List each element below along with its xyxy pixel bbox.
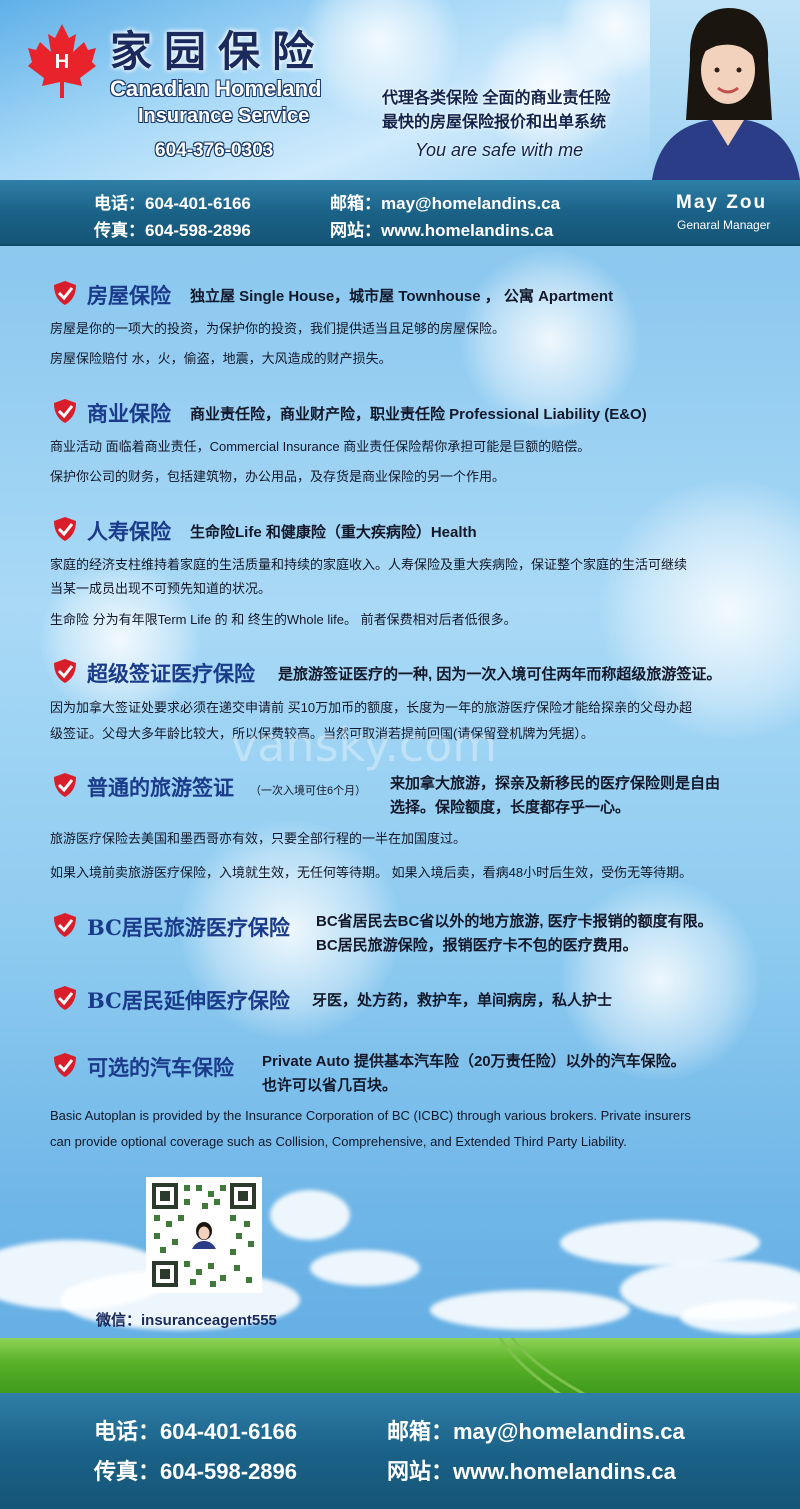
section-title: 人寿保险 — [87, 519, 171, 544]
section-desc: Private Auto 提供基本汽车险（20万责任险）以外的汽车保险。 — [262, 1053, 686, 1070]
watermark: vansky.com — [230, 718, 498, 772]
brand-name-english-line1: Canadian Homeland — [110, 76, 322, 101]
contact-email[interactable]: 邮箱：may@homelandins.ca — [387, 1419, 685, 1444]
wechat-id: 微信：insuranceagent555 — [96, 1312, 277, 1329]
section-desc: 商业责任险，商业财产险，职业责任险 Professional Liability… — [190, 406, 647, 423]
logo-letter: H — [55, 51, 69, 73]
contact-email[interactable]: 邮箱：may@homelandins.ca — [330, 194, 561, 213]
shield-check-icon — [54, 517, 76, 541]
cloud — [560, 1220, 760, 1266]
bokeh-light — [40, 560, 200, 720]
portrait-illustration — [652, 8, 800, 180]
contact-bar-bottom: 电话：604-401-6166 传真：604-598-2896 邮箱：may@h… — [0, 1393, 800, 1509]
shield-check-icon — [54, 281, 76, 305]
maple-leaf-logo-icon: H — [28, 24, 96, 98]
shield-check-icon — [54, 1053, 76, 1077]
cloud — [430, 1290, 630, 1330]
section-line: 如果入境前卖旅游医疗保险，入境就生效，无任何等待期。 如果入境后卖，看病48小时… — [50, 865, 693, 880]
section-title: BC居民延伸医疗保险 — [87, 988, 290, 1013]
section-title: 超级签证医疗保险 — [87, 661, 255, 686]
tagline-2: 最快的房屋保险报价和出单系统 — [382, 114, 607, 131]
section-line: 商业活动 面临着商业责任，Commercial Insurance 商业责任保险… — [50, 439, 591, 454]
section-line: 旅游医疗保险去美国和墨西哥亦有效，只要全部行程的一半在加国度过。 — [50, 831, 467, 846]
bokeh-light — [460, 250, 640, 430]
contact-fax: 传真：604-598-2896 — [94, 1459, 298, 1484]
bokeh-light — [560, 880, 760, 1080]
section-title: 商业保险 — [87, 401, 171, 426]
section-title: BC居民旅游医疗保险 — [87, 915, 290, 940]
section-note: （一次入境可住6个月） — [250, 785, 367, 797]
agent-portrait — [650, 0, 800, 180]
section-desc-2: 选择。保险额度，长度都存乎一心。 — [390, 799, 631, 816]
contact-bar-top: 电话：604-401-6166 传真：604-598-2896 邮箱：may@h… — [0, 180, 800, 246]
tagline-slogan: You are safe with me — [415, 140, 584, 160]
grass-field — [0, 1337, 800, 1396]
section-desc: 独立屋 Single House，城市屋 Townhouse ， 公寓 Apar… — [190, 288, 614, 305]
contact-website[interactable]: 网站：www.homelandins.ca — [330, 221, 554, 240]
cloud — [270, 1190, 350, 1240]
section-desc: BC省居民去BC省以外的地方旅游, 医疗卡报销的额度有限。 — [316, 913, 713, 930]
qr-pattern — [150, 1181, 258, 1289]
header-banner: H 家园保险 Canadian Homeland Insurance Servi… — [0, 0, 800, 180]
section-desc: 牙医，处方药，救护车，单间病房，私人护士 — [312, 992, 613, 1009]
field-tracks — [498, 1337, 585, 1396]
section-line: 因为加拿大签证处要求必须在递交申请前 买10万加币的额度，长度为一年的旅游医疗保… — [50, 700, 693, 715]
section-desc: 来加拿大旅游，探亲及新移民的医疗保险则是自由 — [390, 775, 721, 792]
tagline-1: 代理各类保险 全面的商业责任险 — [382, 90, 611, 107]
cloud — [680, 1300, 800, 1334]
section-line: 级签证。父母大多年龄比较大，所以保费较高。当然可取消若提前回国(请保留登机牌为凭… — [50, 726, 594, 741]
shield-check-icon — [54, 773, 76, 797]
section-line: Basic Autoplan is provided by the Insura… — [50, 1108, 691, 1123]
agent-name: May Zou — [676, 192, 768, 213]
shield-check-icon — [54, 913, 76, 937]
cloud — [310, 1250, 420, 1286]
brand-name-english-line2: Insurance Service — [138, 105, 310, 127]
contact-tel: 电话：604-401-6166 — [94, 1419, 298, 1444]
section-line: 生命险 分为有年限Term Life 的 和 终生的Whole life。 前者… — [50, 612, 517, 627]
section-line: can provide optional coverage such as Co… — [50, 1134, 627, 1149]
contact-tel: 电话：604-401-6166 — [94, 194, 251, 213]
contact-website[interactable]: 网站：www.homelandins.ca — [387, 1459, 676, 1484]
section-desc: 生命险Life 和健康险（重大疾病险）Health — [190, 524, 477, 541]
section-desc-2: BC居民旅游保险，报销医疗卡不包的医疗费用。 — [316, 937, 638, 954]
section-line: 房屋是你的一项大的投资，为保护你的投资，我们提供适当且足够的房屋保险。 — [50, 321, 506, 336]
agent-title: Genaral Manager — [677, 218, 771, 232]
shield-check-icon — [54, 659, 76, 683]
section-desc-2: 也许可以省几百块。 — [262, 1077, 398, 1094]
bokeh-light — [600, 480, 800, 740]
section-line: 房屋保险赔付 水，火，偷盗，地震，大风造成的财产损失。 — [50, 351, 392, 366]
section-line: 家庭的经济支柱维持着家庭的生活质量和持续的家庭收入。人寿保险及重大疾病险，保证整… — [50, 557, 688, 572]
contact-fax: 传真：604-598-2896 — [94, 221, 251, 240]
section-desc: 是旅游签证医疗的一种, 因为一次入境可住两年而称超级旅游签证。 — [278, 666, 722, 683]
wechat-qr-code[interactable] — [146, 1177, 262, 1293]
section-title: 普通的旅游签证 — [87, 775, 234, 800]
brand-name-chinese: 家园保险 — [110, 27, 327, 76]
section-line: 当某一成员出现不可预先知道的状况。 — [50, 581, 272, 596]
shield-check-icon — [54, 399, 76, 423]
bokeh-light — [180, 820, 400, 1040]
section-title: 房屋保险 — [87, 283, 171, 308]
shield-check-icon — [54, 986, 76, 1010]
section-line: 保护你公司的财务，包括建筑物，办公用品，及存货是商业保险的另一个作用。 — [50, 469, 506, 484]
brand-phone: 604-376-0303 — [155, 140, 274, 161]
section-title: 可选的汽车保险 — [87, 1055, 234, 1080]
